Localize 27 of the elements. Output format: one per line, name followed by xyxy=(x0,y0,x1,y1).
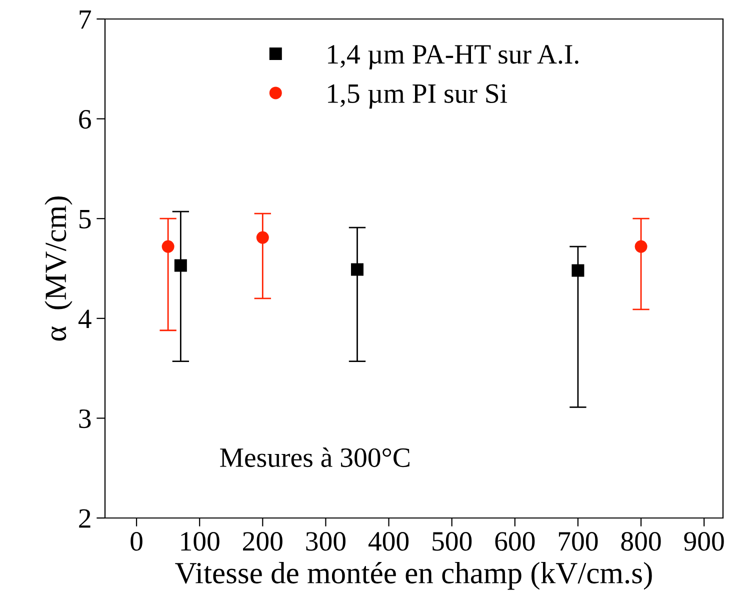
annotation: Mesures à 300°C xyxy=(220,447,410,468)
y-tick-label: 7 xyxy=(80,10,92,29)
point xyxy=(634,240,648,253)
x-tick-label: 800 xyxy=(621,532,661,551)
point xyxy=(256,231,269,244)
x-tick-label: 200 xyxy=(243,532,282,551)
x-tick-label: 700 xyxy=(558,532,598,551)
y-tick-label: 2 xyxy=(79,509,90,528)
point xyxy=(572,264,584,277)
y-axis-title: α (MV/cm) xyxy=(44,196,72,341)
y-tick-label: 6 xyxy=(79,110,91,129)
x-axis-title: Vitesse de montée en champ (kV/cm.s) xyxy=(175,562,652,590)
x-tick-label: 400 xyxy=(368,532,409,551)
point xyxy=(350,263,364,276)
x-tick-label: 900 xyxy=(684,532,724,551)
x-tick-label: 500 xyxy=(432,532,472,551)
x-tick-label: 100 xyxy=(181,532,220,551)
legend-label: 1,4 µm PA-HT sur A.I. xyxy=(328,45,578,70)
point xyxy=(162,240,174,253)
x-tick-label: 300 xyxy=(306,532,346,551)
y-tick-label: 4 xyxy=(78,310,92,328)
x-tick-label: 600 xyxy=(495,532,535,551)
y-tick-label: 3 xyxy=(79,409,91,428)
legend-label: 1,5 µm PI sur Si xyxy=(328,84,508,109)
point xyxy=(174,259,187,272)
y-tick-label: 5 xyxy=(80,210,91,229)
x-tick-label: 0 xyxy=(130,532,142,551)
